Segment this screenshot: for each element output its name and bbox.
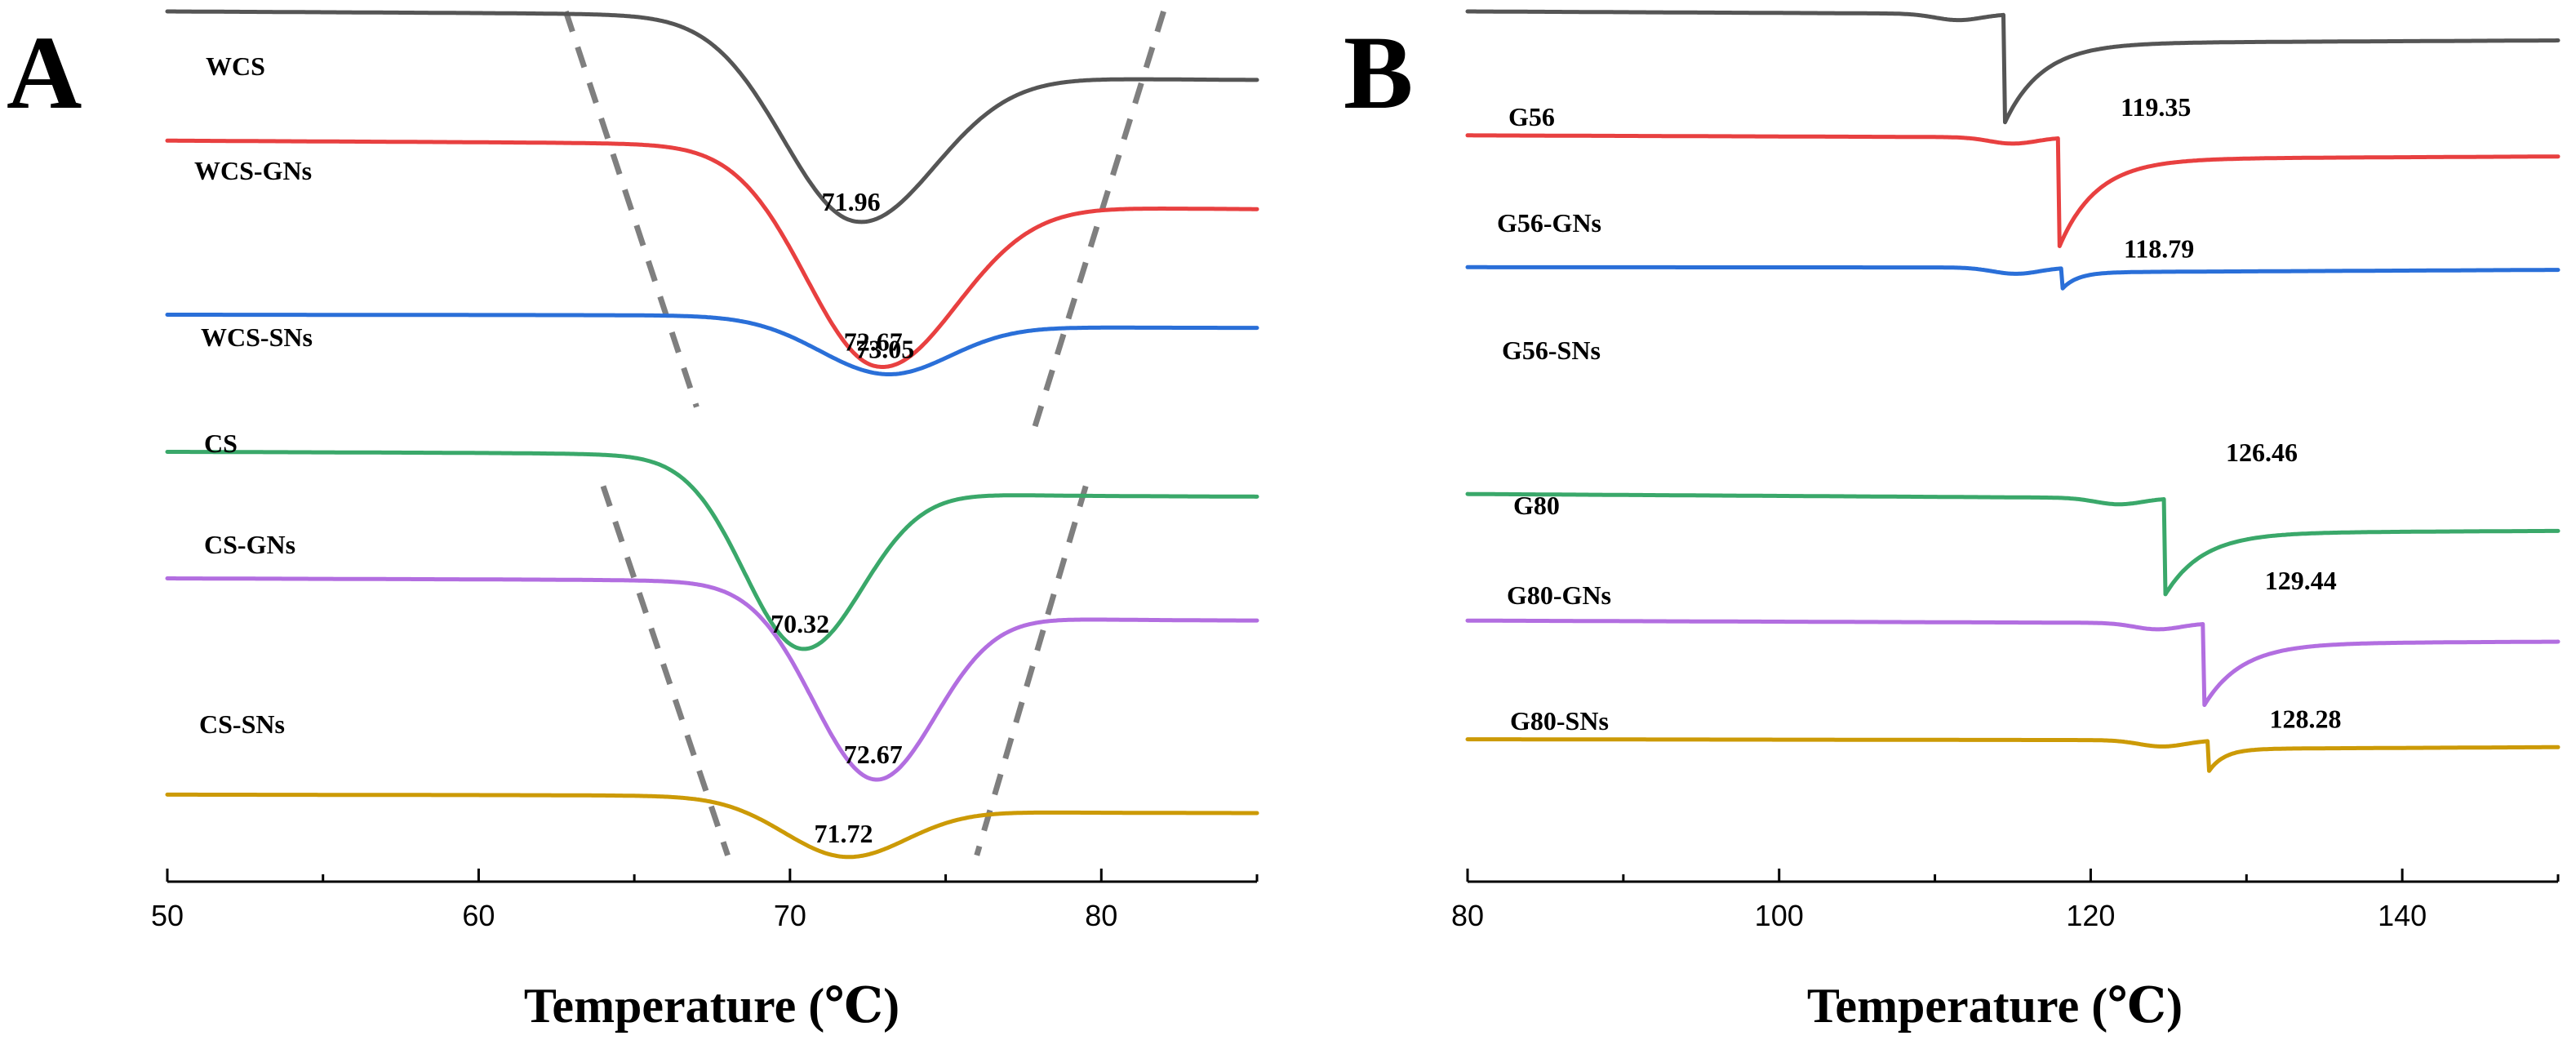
peak-label-g80: 126.46 <box>2226 438 2298 467</box>
series-label-g56-sns: G56-SNs <box>1502 336 1601 365</box>
x-tick-label: 140 <box>2378 899 2427 932</box>
x-tick-label: 80 <box>1085 899 1117 932</box>
dashed-guide-line <box>600 485 731 856</box>
series-label-g56: G56 <box>1508 102 1555 131</box>
series-label-cs-sns: CS-SNs <box>199 709 285 739</box>
panel-a-curves <box>165 9 1259 860</box>
panel-a-letter: A <box>7 15 82 131</box>
series-label-cs-gns: CS-GNs <box>204 530 295 559</box>
series-line-wcs-sns <box>165 313 1259 376</box>
panel-a-axes: 50 60 70 80 <box>151 869 1259 932</box>
series-line-g56-gns <box>1465 133 2560 248</box>
panel-a-x-axis-title: Temperature (℃) <box>524 979 899 1033</box>
series-label-g80-gns: G80-GNs <box>1507 580 1611 610</box>
dashed-guide-line <box>974 485 1089 856</box>
panel-b-letter: B <box>1344 15 1413 131</box>
series-line-wcs <box>165 9 1259 224</box>
peak-label-g56-gns: 119.35 <box>2121 92 2191 122</box>
peak-label-wcs-sns: 73.05 <box>855 335 914 364</box>
series-line-g80-gns <box>1465 618 2560 708</box>
x-tick-label: 100 <box>1755 899 1804 932</box>
peak-label-g80-sns: 128.28 <box>2269 705 2341 734</box>
x-tick-label: 80 <box>1451 899 1484 932</box>
peak-label-cs-gns: 72.67 <box>844 740 903 769</box>
series-line-g56-sns <box>1465 264 2560 291</box>
series-label-g80: G80 <box>1513 491 1560 520</box>
series-line-g80-sns <box>1465 737 2560 773</box>
peak-label-cs-sns: 71.72 <box>814 819 873 848</box>
peak-label-wcs: 71.96 <box>822 187 881 216</box>
series-line-g80 <box>1465 491 2560 597</box>
series-line-g56 <box>1465 9 2560 125</box>
peak-label-wcs-gns: 72.67 <box>844 327 903 357</box>
x-tick-label: 120 <box>2066 899 2115 932</box>
series-line-cs-sns <box>165 792 1259 860</box>
series-label-g56-gns: G56-GNs <box>1497 208 1601 238</box>
panel-b: B Temperature (℃) G56117.42G56-GNs119.35… <box>1344 9 2560 1033</box>
series-label-wcs-gns: WCS-GNs <box>194 156 312 185</box>
panel-a: A Temperature (℃) WCS71.96WCS-GNs72.67WC… <box>7 9 1259 1033</box>
panel-b-axes: 80 100 120 140 <box>1451 869 2560 932</box>
x-tick-label: 60 <box>462 899 495 932</box>
series-line-cs <box>165 450 1259 651</box>
panel-a-guides <box>562 10 1166 856</box>
panel-b-x-axis-title: Temperature (℃) <box>1807 979 2183 1033</box>
series-line-wcs-gns <box>165 138 1259 369</box>
peak-label-g56-sns: 118.79 <box>2124 233 2194 263</box>
panel-a-labels: WCS 71.96 WCS-GNs 72.67 WCS-SNs 73.05 CS 70.32 C… <box>194 51 914 848</box>
series-label-cs: CS <box>204 429 238 458</box>
series-label-g80-sns: G80-SNs <box>1510 706 1609 736</box>
dashed-guide-line <box>562 10 700 408</box>
peak-label-cs: 70.32 <box>771 609 829 638</box>
peak-label-g80-gns: 129.44 <box>2265 566 2337 595</box>
panel-b-curves <box>1465 9 2560 773</box>
series-label-wcs: WCS <box>206 51 265 81</box>
x-tick-label: 70 <box>774 899 806 932</box>
series-label-wcs-sns: WCS-SNs <box>201 322 313 352</box>
x-tick-label: 50 <box>151 899 184 932</box>
series-line-cs-gns <box>165 576 1259 782</box>
panel-b-labels: G56117.42G56-GNs119.35G56-SNs118.79G8012… <box>1497 92 2341 736</box>
